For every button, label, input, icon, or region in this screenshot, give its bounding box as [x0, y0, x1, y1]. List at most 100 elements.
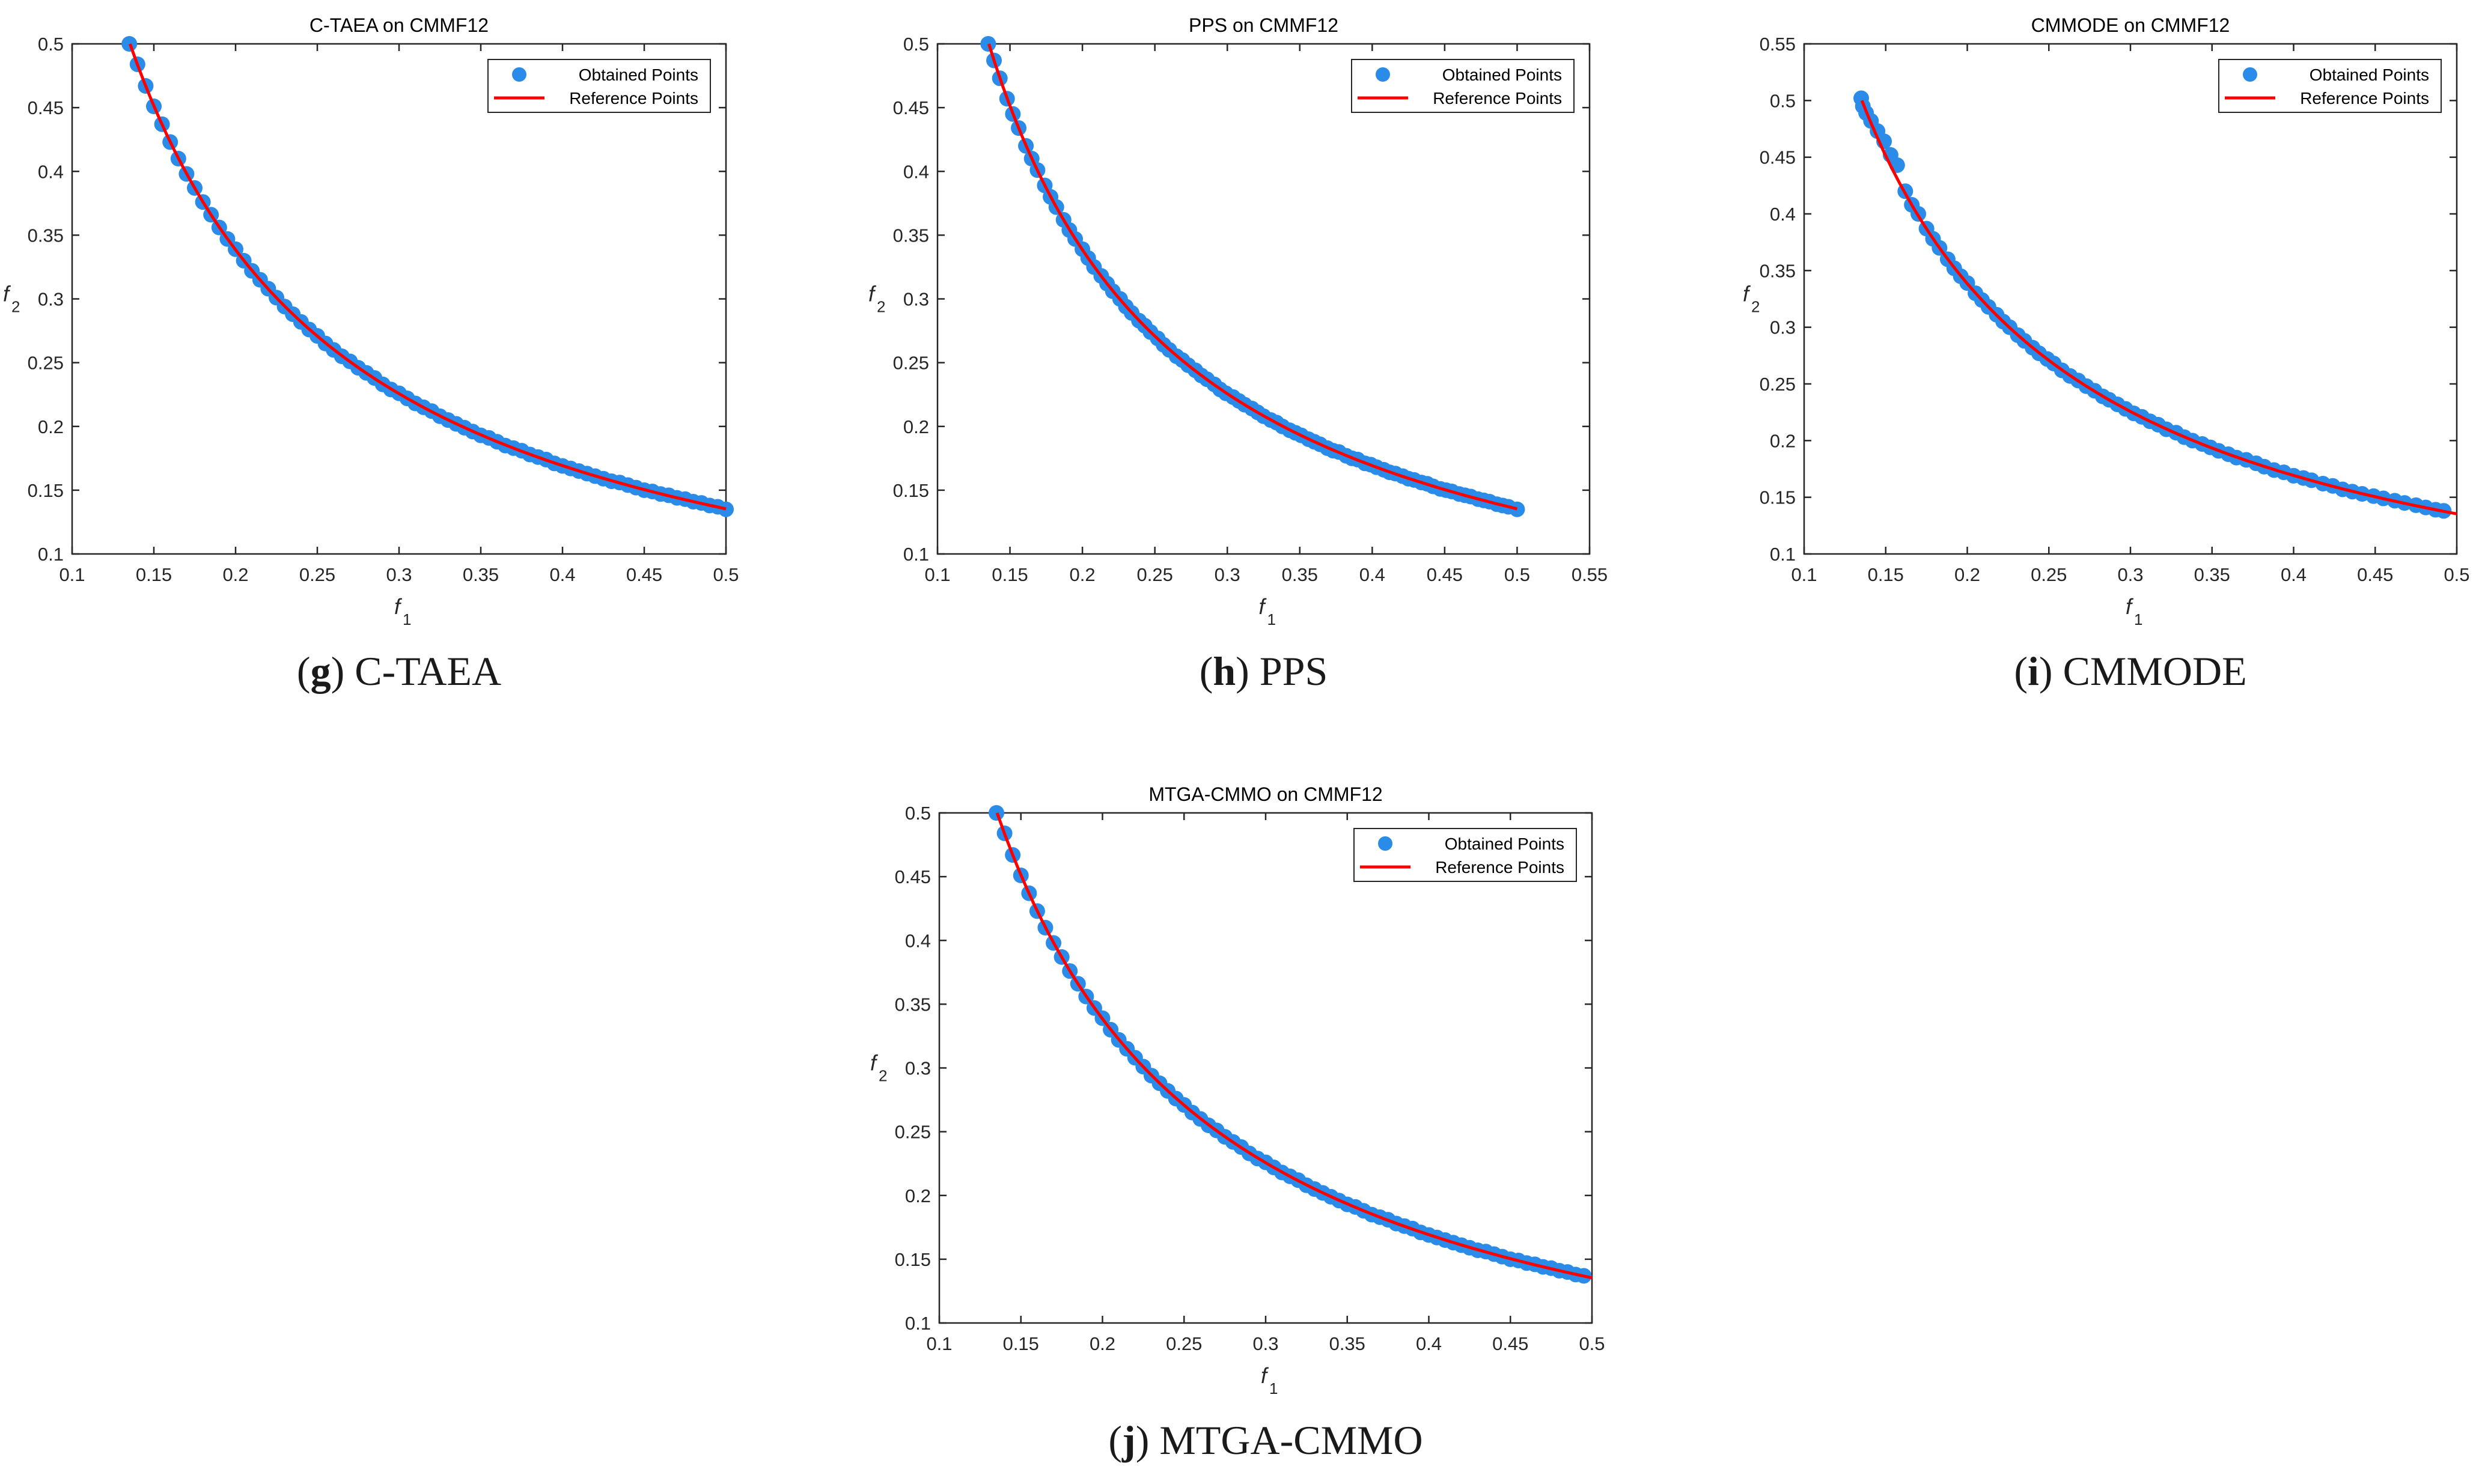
x-axis-label-subscript: 1	[403, 610, 411, 628]
y-tick-label: 0.15	[28, 480, 64, 501]
obtained-point	[989, 805, 1005, 821]
x-axis-label-subscript: 1	[1269, 1379, 1278, 1397]
x-tick-label: 0.2	[1090, 1333, 1115, 1354]
x-tick-label: 0.5	[1579, 1333, 1605, 1354]
y-tick-label: 0.1	[905, 1313, 931, 1334]
x-tick-label: 0.3	[2117, 564, 2143, 585]
legend-label-obtained: Obtained Points	[1442, 65, 1562, 84]
y-tick-label: 0.2	[38, 416, 64, 437]
reference-line	[995, 812, 1593, 1280]
x-tick-label: 0.4	[1416, 1333, 1442, 1354]
x-tick-label: 0.15	[1003, 1333, 1039, 1354]
y-tick-label: 0.5	[905, 803, 931, 824]
y-tick-label: 0.3	[38, 289, 64, 310]
x-tick-label: 0.25	[1166, 1333, 1202, 1354]
x-tick-label: 0.55	[1572, 564, 1608, 585]
x-axis-label-subscript: 1	[2134, 610, 2142, 628]
x-tick-label: 0.5	[2444, 564, 2469, 585]
y-tick-label: 0.5	[1770, 90, 1796, 111]
legend-label-obtained: Obtained Points	[1445, 835, 1564, 853]
y-tick-label: 0.2	[905, 1185, 931, 1206]
reference-line	[128, 43, 727, 511]
panel-caption-label: PPS	[1260, 648, 1328, 694]
y-tick-label: 0.1	[1770, 544, 1796, 565]
x-tick-label: 0.25	[2031, 564, 2067, 585]
y-tick-label: 0.5	[38, 34, 64, 55]
legend-box	[2218, 59, 2442, 113]
y-tick-label: 0.25	[1760, 374, 1796, 395]
x-tick-label: 0.15	[1868, 564, 1904, 585]
panel-caption: (i) CMMODE	[2014, 648, 2246, 694]
panel-mtga-cmmo: MTGA-CMMO on CMMF12 0.1 0.15 0.2 0.25 0.3 0.35…	[870, 783, 1605, 1463]
x-tick-label: 0.25	[1136, 564, 1172, 585]
x-tick-label: 0.3	[1252, 1333, 1278, 1354]
y-tick-label: 0.55	[1760, 34, 1796, 55]
x-tick-label: 0.2	[222, 564, 248, 585]
x-tick-label: 0.15	[992, 564, 1028, 585]
reference-line	[1860, 100, 2457, 515]
y-axis-label-subscript: 2	[879, 1067, 887, 1085]
obtained-point	[1509, 501, 1525, 517]
legend-label-reference: Reference Points	[569, 89, 698, 108]
legend-label-reference: Reference Points	[1433, 89, 1562, 108]
legend-point-marker	[1378, 836, 1392, 851]
y-axis-label-subscript: 2	[1751, 298, 1760, 316]
legend-box	[1353, 828, 1577, 882]
x-tick-label: 0.3	[1215, 564, 1240, 585]
x-tick-label: 0.2	[1954, 564, 1980, 585]
x-tick-label: 0.45	[1427, 564, 1463, 585]
y-tick-label: 0.1	[38, 544, 64, 565]
legend-box	[1351, 59, 1575, 113]
panel-caption: (j) MTGA-CMMO	[1108, 1417, 1422, 1463]
panel-letter: j	[1121, 1417, 1136, 1463]
chart-title: C-TAEA on CMMF12	[310, 14, 489, 36]
legend-point-marker	[2243, 67, 2257, 82]
x-tick-label: 0.45	[626, 564, 662, 585]
x-tick-label: 0.15	[136, 564, 172, 585]
x-tick-label: 0.1	[1791, 564, 1817, 585]
obtained-point	[980, 36, 996, 52]
obtained-point	[718, 501, 734, 517]
x-tick-label: 0.45	[1492, 1333, 1528, 1354]
y-tick-label: 0.35	[893, 225, 929, 246]
y-tick-label: 0.25	[893, 353, 929, 374]
y-tick-label: 0.35	[895, 994, 931, 1015]
legend-point-marker	[512, 67, 526, 82]
panel-caption-label: CMMODE	[2063, 648, 2247, 694]
y-tick-label: 0.35	[1760, 260, 1796, 281]
y-tick-label: 0.4	[903, 161, 929, 182]
legend-label-obtained: Obtained Points	[2310, 65, 2429, 84]
legend-point-marker	[1376, 67, 1390, 82]
y-tick-label: 0.45	[1760, 147, 1796, 168]
x-tick-label: 0.1	[926, 1333, 952, 1354]
y-tick-label: 0.25	[895, 1122, 931, 1143]
y-axis-label-subscript: 2	[11, 298, 20, 316]
legend-label-reference: Reference Points	[1435, 858, 1564, 877]
x-tick-label: 0.1	[924, 564, 950, 585]
y-tick-label: 0.2	[1770, 430, 1796, 451]
y-axis-label-subscript: 2	[877, 298, 885, 316]
y-tick-label: 0.45	[893, 97, 929, 118]
legend-box	[487, 59, 711, 113]
x-tick-label: 0.45	[2357, 564, 2393, 585]
panel-caption-label: MTGA-CMMO	[1159, 1417, 1422, 1463]
x-tick-label: 0.4	[1359, 564, 1385, 585]
panel-caption: (g) C-TAEA	[297, 648, 501, 694]
y-tick-label: 0.15	[893, 480, 929, 501]
x-tick-label: 0.4	[549, 564, 575, 585]
x-tick-label: 0.1	[59, 564, 85, 585]
x-tick-label: 0.35	[1282, 564, 1318, 585]
y-tick-label: 0.2	[903, 416, 929, 437]
y-tick-label: 0.4	[905, 930, 931, 951]
panel-caption: (h) PPS	[1200, 648, 1328, 694]
chart-title: MTGA-CMMO on CMMF12	[1148, 783, 1382, 805]
x-tick-label: 0.2	[1070, 564, 1096, 585]
chart-title: CMMODE on CMMF12	[2031, 14, 2230, 36]
y-tick-label: 0.25	[28, 353, 64, 374]
x-tick-label: 0.25	[299, 564, 335, 585]
x-tick-label: 0.5	[713, 564, 739, 585]
legend-label-obtained: Obtained Points	[579, 65, 698, 84]
y-tick-label: 0.15	[895, 1249, 931, 1270]
